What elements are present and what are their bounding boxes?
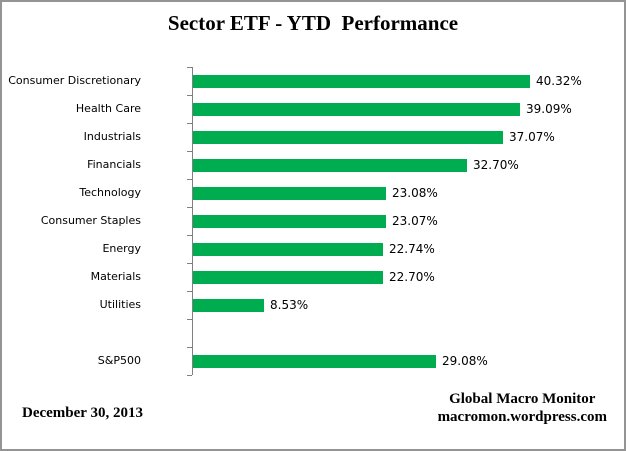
y-axis-tick — [187, 235, 192, 236]
y-axis-tick — [187, 263, 192, 264]
footer-source-name: Global Macro Monitor — [449, 391, 596, 407]
bar — [193, 75, 530, 88]
y-axis-tick — [187, 207, 192, 208]
y-axis-tick — [187, 319, 192, 320]
y-axis-line — [192, 67, 193, 375]
bar — [193, 215, 386, 228]
category-label: Materials — [90, 270, 141, 283]
category-label: Financials — [87, 158, 141, 171]
bar — [193, 355, 436, 368]
value-label: 22.70% — [389, 270, 435, 284]
chart-title: Sector ETF - YTD Performance — [167, 11, 459, 35]
y-axis-tick — [187, 151, 192, 152]
bar — [193, 187, 386, 200]
bar — [193, 159, 467, 172]
category-label: Consumer Discretionary — [8, 74, 141, 87]
y-axis-tick — [187, 347, 192, 348]
value-label: 22.74% — [389, 242, 435, 256]
category-label: Utilities — [99, 298, 141, 311]
bar — [193, 299, 264, 312]
bar — [193, 131, 503, 144]
category-label: Technology — [79, 186, 141, 199]
bar — [193, 243, 383, 256]
category-label: Consumer Staples — [40, 214, 141, 227]
value-label: 39.09% — [526, 102, 572, 116]
bar — [193, 103, 520, 116]
category-label: Energy — [102, 242, 141, 255]
footer-source-url: macromon.wordpress.com — [437, 409, 607, 425]
footer-source: Global Macro Monitor macromon.wordpress.… — [438, 390, 607, 426]
value-label: 32.70% — [473, 158, 519, 172]
y-axis-tick — [187, 375, 192, 376]
value-label: 40.32% — [536, 74, 582, 88]
y-axis-tick — [187, 291, 192, 292]
value-label: 23.07% — [392, 214, 438, 228]
y-axis-tick — [187, 95, 192, 96]
y-axis-tick — [187, 67, 192, 68]
category-label: S&P500 — [97, 354, 141, 367]
value-label: 8.53% — [270, 298, 309, 312]
value-label: 23.08% — [392, 186, 438, 200]
y-axis-tick — [187, 179, 192, 180]
value-label: 37.07% — [509, 130, 555, 144]
bar — [193, 271, 383, 284]
y-axis-tick — [187, 123, 192, 124]
category-label: Health Care — [75, 102, 141, 115]
category-label: Industrials — [83, 130, 141, 143]
value-label: 29.08% — [442, 354, 488, 368]
footer-date: December 30, 2013 — [22, 405, 143, 421]
